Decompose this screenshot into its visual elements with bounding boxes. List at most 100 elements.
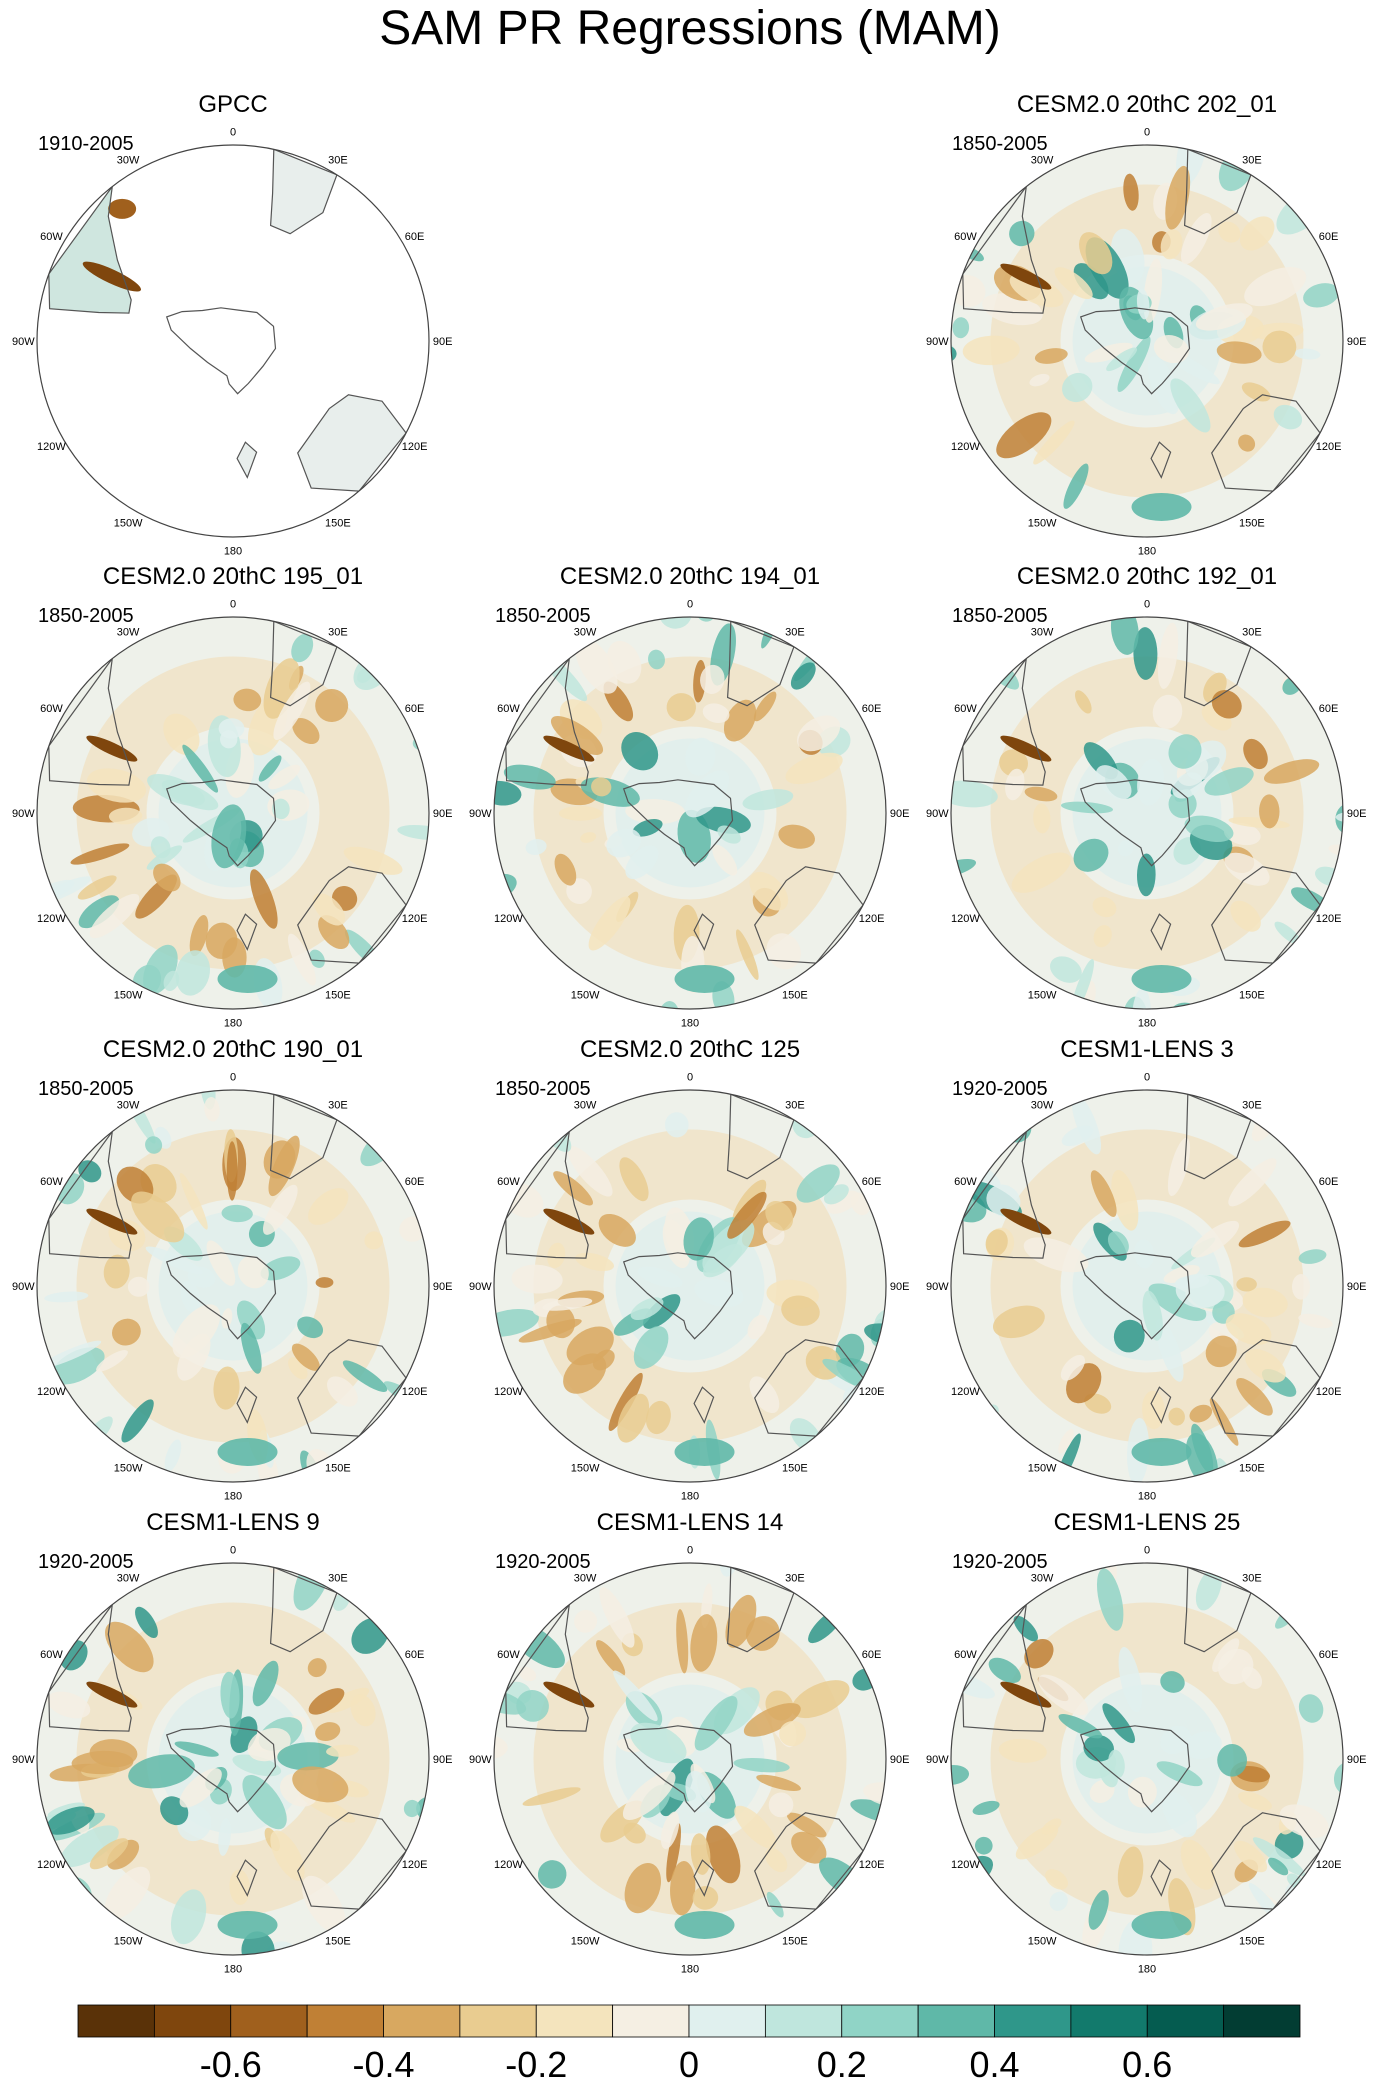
contour-blob [790,662,816,690]
contour-blob [47,1691,91,1719]
panel-title: CESM1-LENS 14 [597,1509,784,1536]
contour-blob [1239,216,1275,251]
contour-blob [1259,794,1280,829]
colorbar-tick-label: -0.4 [352,2044,414,2085]
contour-blob [107,1839,140,1870]
contour-blob [1245,1349,1286,1383]
contour-blob [619,1157,649,1202]
contour-blob [1160,1725,1191,1755]
contour-blob [637,1266,683,1288]
contour-blob [598,1213,636,1247]
map-boundary [36,616,430,1010]
contour-blob [645,1400,671,1435]
longitude-label: 90E [1347,1754,1367,1766]
longitude-label: 0 [1144,598,1150,610]
contour-blob [205,922,238,959]
panel-period: 1920-2005 [952,1551,1048,1573]
contour-blob [723,699,757,742]
dry-anomaly [1000,263,1052,290]
contour-blob [1298,1249,1327,1264]
wet-anomaly [217,1910,278,1939]
contour-blob [1024,1638,1054,1669]
contour-blob [1294,348,1321,360]
contour-blob [232,1754,282,1777]
regression-field [37,617,429,1009]
contour-blob [1009,220,1035,247]
contour-blob [71,1750,134,1775]
contour-blob [796,1164,840,1203]
longitude-label: 180 [224,1964,242,1976]
coastlines [48,620,407,964]
contour-blob [952,317,970,339]
longitude-label: 30E [1242,1572,1262,1584]
longitude-label: 60W [497,1176,520,1188]
panel-grid: 0 30E 60E 90E 120E 150E 180 150W 120W 90W 60W 30W GP… [12,91,1367,1976]
colorbar-swatch [688,2004,766,2038]
contour-blob [1096,1568,1124,1631]
contour-blob [1111,1169,1139,1231]
longitude-label: 90W [926,336,949,348]
contour-blob [1131,988,1152,1009]
longitude-label: 150W [114,990,143,1002]
longitude-label: 150W [571,1463,600,1475]
contour-blob [633,1326,669,1369]
contour-blob [277,1742,339,1771]
contour-blob [753,691,777,722]
wet-anomaly [1131,1910,1192,1939]
contour-blob [292,717,320,745]
contour-blob [249,869,278,929]
contour-blob [1168,1407,1185,1426]
regression-field [951,1563,1343,1955]
contour-blob [147,774,205,806]
map-boundary [950,1562,1344,1956]
contour-blob [1273,404,1303,430]
south-america-coast [48,1131,132,1259]
contour-blob [670,1861,696,1916]
contour-blob [177,1333,211,1381]
contour-blob [1238,434,1256,452]
new-zealand-coast [236,1386,258,1424]
contour-blob [985,1229,1008,1256]
longitude-label: 150E [1239,1936,1265,1948]
colorbar-swatch [230,2004,308,2038]
longitude-label: 150E [782,1463,808,1475]
contour-blob [742,789,794,811]
longitude-label: 0 [230,126,236,138]
south-america-coast [505,658,589,786]
contour-blob [558,806,603,821]
longitude-label: 60W [40,1649,63,1661]
contour-blob [494,1734,508,1760]
contour-blob [1224,852,1270,886]
contour-blob [145,1246,204,1275]
regression-field [951,1090,1343,1482]
contour-blob [690,1614,718,1672]
contour-blob [1092,896,1117,918]
antarctica-coast [622,1252,734,1340]
contour-blob [595,1640,626,1677]
longitude-label: 120E [1316,1386,1342,1398]
longitude-label: 120E [1316,441,1342,453]
contour-blob [105,1621,154,1673]
contour-blob [89,893,140,939]
panel-period: 1910-2005 [38,133,134,155]
panel-period: 1850-2005 [952,133,1048,155]
contour-blob [547,1242,566,1269]
contour-blob [1162,1791,1198,1838]
antarctica-coast [165,1725,277,1813]
contour-blob [1204,767,1254,796]
contour-blob [988,1657,1021,1684]
longitude-label: 120E [859,1859,885,1871]
longitude-label: 30E [328,626,348,638]
longitude-label: 90W [12,1754,35,1766]
contour-blob [312,893,346,926]
panel-title: CESM1-LENS 25 [1054,1509,1241,1536]
longitude-label: 150W [571,990,600,1002]
south-america-coast [48,658,132,786]
contour-blob [315,1277,334,1288]
contour-blob [1303,283,1340,308]
regression-field [494,1090,886,1482]
panel-lens-9: 0 30E 60E 90E 120E 150E 180 150W 120W 90W 60W 30W CE… [12,1509,453,1976]
contour-blob [233,688,262,712]
contour-blob [112,1318,141,1346]
